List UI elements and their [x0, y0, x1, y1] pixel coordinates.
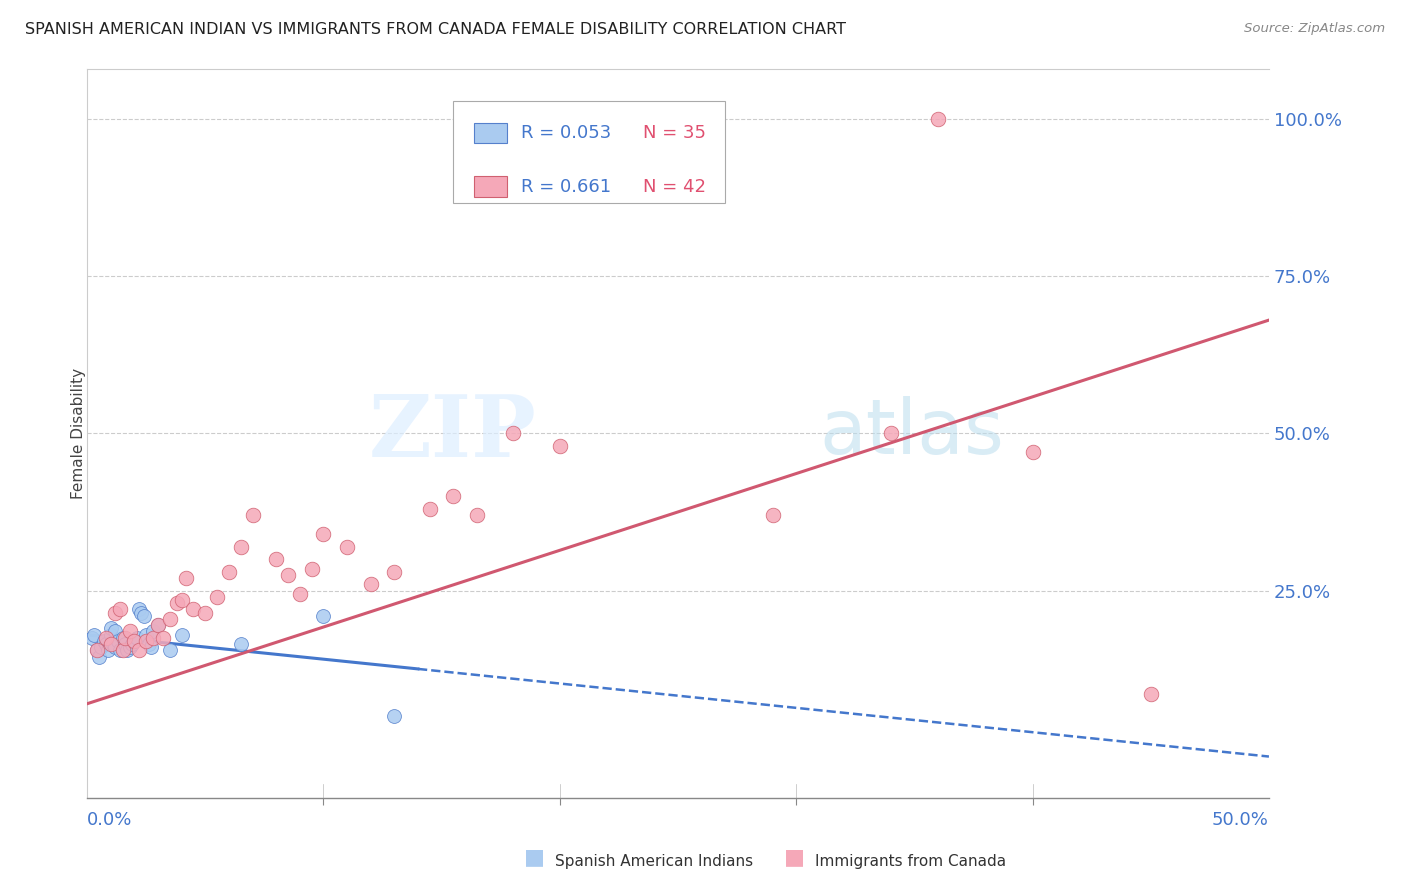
Point	[242, 508, 264, 522]
Point	[288, 587, 311, 601]
Point	[94, 631, 117, 645]
Point	[94, 637, 117, 651]
Point	[125, 631, 148, 645]
Point	[87, 649, 110, 664]
Point	[142, 624, 165, 639]
Point	[135, 627, 157, 641]
Point	[159, 612, 181, 626]
Text: 0.0%: 0.0%	[87, 811, 132, 829]
Text: SPANISH AMERICAN INDIAN VS IMMIGRANTS FROM CANADA FEMALE DISABILITY CORRELATION : SPANISH AMERICAN INDIAN VS IMMIGRANTS FR…	[25, 22, 846, 37]
Point	[301, 561, 323, 575]
Point	[176, 571, 198, 585]
Point	[131, 606, 153, 620]
Point	[117, 643, 139, 657]
Point	[205, 590, 228, 604]
Bar	[474, 177, 506, 197]
Y-axis label: Female Disability: Female Disability	[72, 368, 86, 499]
Point	[139, 640, 162, 655]
Point	[927, 112, 949, 126]
Point	[101, 637, 124, 651]
Point	[128, 602, 150, 616]
Point	[111, 631, 134, 645]
Point	[170, 627, 193, 641]
Text: atlas: atlas	[820, 396, 1005, 470]
Text: Spanish American Indians: Spanish American Indians	[555, 854, 754, 869]
Point	[229, 637, 252, 651]
Point	[121, 637, 143, 651]
Point	[135, 633, 157, 648]
Point	[218, 565, 240, 579]
Point	[118, 624, 141, 639]
Point	[104, 640, 127, 655]
Point	[138, 637, 160, 651]
Point	[108, 602, 131, 616]
Text: R = 0.661: R = 0.661	[520, 178, 612, 195]
Point	[100, 627, 122, 641]
Point	[229, 540, 252, 554]
Point	[1021, 445, 1043, 459]
Point	[183, 602, 205, 616]
Point	[1139, 687, 1161, 701]
Point	[264, 552, 287, 566]
Point	[312, 527, 335, 541]
Point	[166, 596, 188, 610]
Point	[548, 439, 571, 453]
Point	[146, 618, 169, 632]
Point	[502, 426, 524, 441]
Point	[170, 593, 193, 607]
Point	[382, 709, 405, 723]
Point	[277, 567, 299, 582]
Point	[128, 643, 150, 657]
Point	[104, 606, 127, 620]
Point	[100, 621, 122, 635]
Point	[152, 631, 174, 645]
Point	[80, 631, 103, 645]
Point	[419, 501, 441, 516]
Point	[90, 640, 112, 655]
Point	[114, 637, 136, 651]
Point	[86, 643, 108, 657]
Text: 50.0%: 50.0%	[1212, 811, 1270, 829]
Text: ZIP: ZIP	[368, 392, 536, 475]
Point	[111, 643, 134, 657]
Point	[104, 624, 127, 639]
Text: Immigrants from Canada: Immigrants from Canada	[815, 854, 1007, 869]
Point	[97, 643, 120, 657]
Point	[107, 633, 129, 648]
Point	[100, 637, 122, 651]
Text: ■: ■	[785, 847, 804, 867]
Point	[124, 633, 146, 648]
Point	[382, 565, 405, 579]
Point	[880, 426, 903, 441]
Point	[93, 633, 115, 648]
Point	[108, 643, 131, 657]
Text: ■: ■	[524, 847, 544, 867]
Point	[118, 640, 141, 655]
Text: N = 42: N = 42	[643, 178, 706, 195]
Point	[114, 631, 136, 645]
Text: N = 35: N = 35	[643, 124, 706, 142]
Point	[465, 508, 488, 522]
Point	[761, 508, 783, 522]
Point	[336, 540, 359, 554]
Point	[124, 633, 146, 648]
Point	[83, 627, 105, 641]
Point	[312, 608, 335, 623]
Point	[146, 618, 169, 632]
Point	[132, 608, 155, 623]
Point	[159, 643, 181, 657]
Text: R = 0.053: R = 0.053	[520, 124, 612, 142]
Point	[194, 606, 217, 620]
Point	[142, 631, 165, 645]
FancyBboxPatch shape	[454, 102, 725, 203]
Text: Source: ZipAtlas.com: Source: ZipAtlas.com	[1244, 22, 1385, 36]
Point	[86, 643, 108, 657]
Point	[443, 489, 465, 503]
Point	[360, 577, 382, 591]
Bar	[474, 122, 506, 143]
